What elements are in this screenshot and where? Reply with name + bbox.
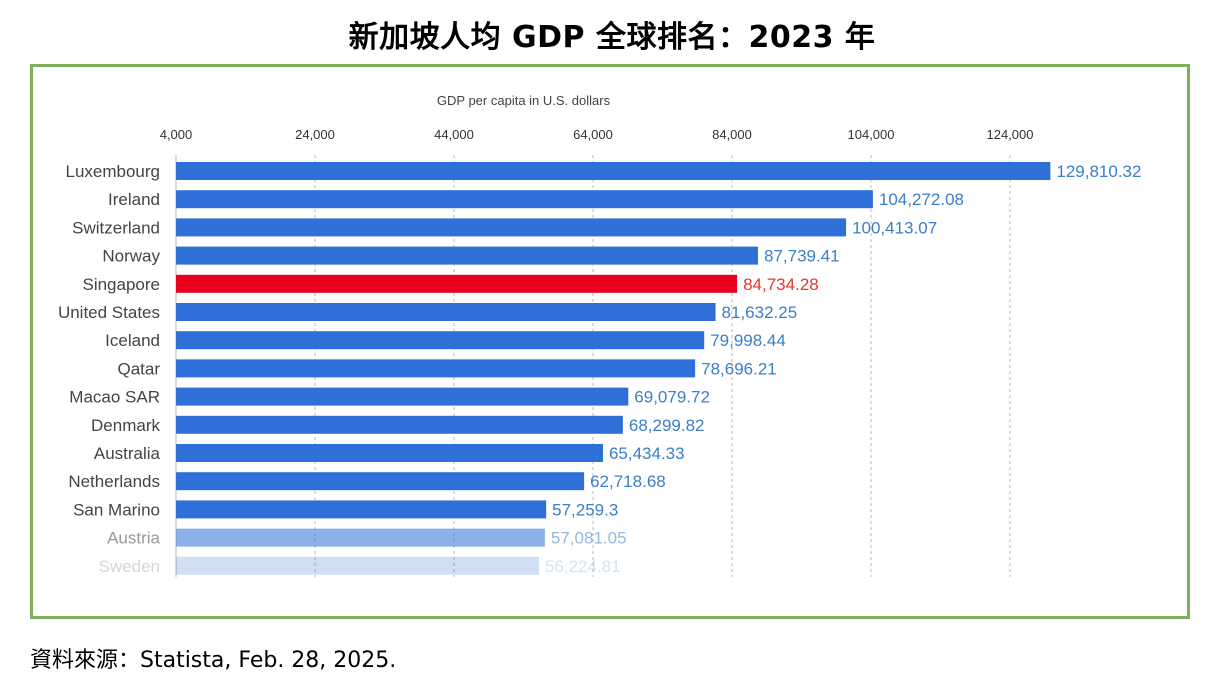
bar-ireland xyxy=(176,190,873,209)
chart-frame: GDP per capita in U.S. dollars 4,000 24,0… xyxy=(30,64,1190,619)
value-label: 79,998.44 xyxy=(710,331,786,350)
bar-sweden xyxy=(176,556,539,575)
value-label: 56,224.81 xyxy=(545,557,621,576)
x-tick-labels: 4,000 24,000 44,000 64,000 84,000 104,000 124,… xyxy=(160,127,1034,142)
category-label: Luxembourg xyxy=(65,162,160,181)
category-label: San Marino xyxy=(73,500,160,519)
category-label: Macao SAR xyxy=(69,388,160,407)
bar-norway xyxy=(176,246,758,265)
value-label: 104,272.08 xyxy=(879,190,964,209)
category-label: Sweden xyxy=(99,557,160,576)
bar-denmark xyxy=(176,415,623,434)
x-tick-label: 24,000 xyxy=(295,127,335,142)
bar-united-states xyxy=(176,303,716,321)
axis-title: GDP per capita in U.S. dollars xyxy=(437,93,611,108)
bar-singapore xyxy=(176,274,738,293)
value-label: 69,079.72 xyxy=(634,388,710,407)
category-label: Austria xyxy=(107,529,160,548)
value-label: 65,434.33 xyxy=(609,444,685,463)
value-label: 62,718.68 xyxy=(590,472,666,491)
category-label: Netherlands xyxy=(68,472,160,491)
bar-macao-sar xyxy=(176,387,629,406)
value-labels: 129,810.32 104,272.08 100,413.07 87,739.41 8… xyxy=(545,162,1142,576)
x-tick-label: 44,000 xyxy=(434,127,474,142)
source-note: 資料來源：Statista, Feb. 28, 2025. xyxy=(30,648,397,673)
value-label: 87,739.41 xyxy=(764,247,840,266)
x-tick-label: 64,000 xyxy=(573,127,613,142)
category-label: Iceland xyxy=(105,331,160,350)
x-tick-label: 104,000 xyxy=(848,127,895,142)
bar-qatar xyxy=(176,359,696,378)
category-labels: Luxembourg Ireland Switzerland Norway Singap… xyxy=(58,162,161,576)
value-label: 81,632.25 xyxy=(722,303,798,322)
category-label: Australia xyxy=(94,444,161,463)
category-label: United States xyxy=(58,303,160,322)
bar-switzerland xyxy=(176,218,847,237)
x-tick-label: 84,000 xyxy=(712,127,752,142)
value-label: 84,734.28 xyxy=(743,275,819,294)
bar-chart: GDP per capita in U.S. dollars 4,000 24,0… xyxy=(58,93,1142,577)
value-label: 57,259.3 xyxy=(552,500,618,519)
category-label: Norway xyxy=(102,247,160,266)
value-label: 78,696.21 xyxy=(701,359,777,378)
value-label: 100,413.07 xyxy=(852,218,937,237)
category-label: Switzerland xyxy=(72,218,160,237)
value-label: 68,299.82 xyxy=(629,416,705,435)
bars xyxy=(176,162,1051,575)
bar-australia xyxy=(176,444,603,462)
bar-austria xyxy=(176,528,545,547)
page-title: 新加坡人均 GDP 全球排名：2023 年 xyxy=(348,20,876,55)
x-tick-label: 4,000 xyxy=(160,127,193,142)
bar-netherlands xyxy=(176,472,585,491)
bar-san-marino xyxy=(176,500,547,519)
value-label: 129,810.32 xyxy=(1056,162,1141,181)
bar-luxembourg xyxy=(176,162,1051,180)
category-label: Singapore xyxy=(82,275,160,294)
bar-iceland xyxy=(176,331,705,350)
category-label: Denmark xyxy=(91,416,160,435)
x-tick-label: 124,000 xyxy=(987,127,1034,142)
value-label: 57,081.05 xyxy=(551,529,627,548)
category-label: Qatar xyxy=(117,359,160,378)
category-label: Ireland xyxy=(108,190,160,209)
